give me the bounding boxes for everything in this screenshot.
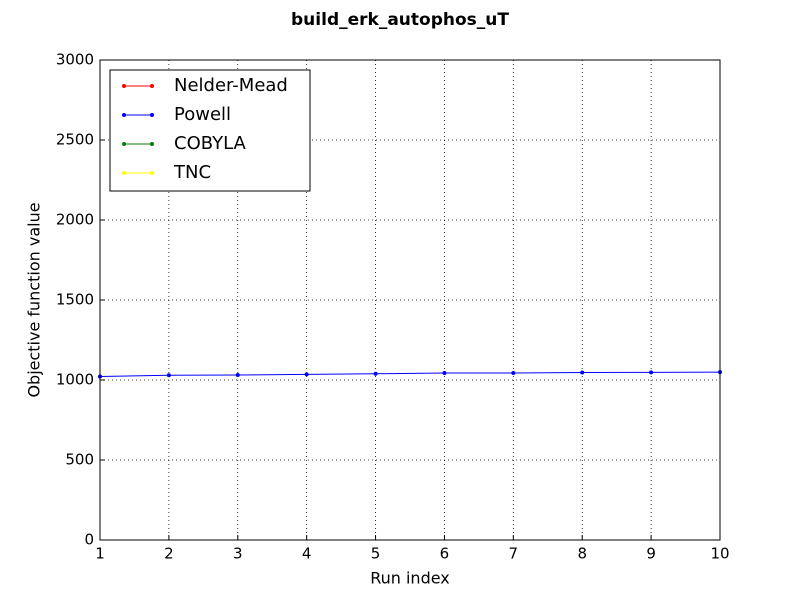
point xyxy=(649,370,654,375)
x-tick-label: 3 xyxy=(233,545,243,563)
legend-marker xyxy=(122,171,126,175)
x-tick-label: 4 xyxy=(302,545,312,563)
y-axis-label: Objective function value xyxy=(25,202,44,397)
point xyxy=(511,370,516,375)
legend-marker xyxy=(150,113,154,117)
y-tick-label: 3000 xyxy=(56,51,94,69)
y-tick-label: 1000 xyxy=(56,371,94,389)
point xyxy=(166,373,171,378)
x-tick-label: 2 xyxy=(164,545,174,563)
y-tick-label: 0 xyxy=(84,531,94,549)
x-tick-label: 7 xyxy=(509,545,519,563)
legend-marker xyxy=(122,113,126,117)
y-tick-label: 1500 xyxy=(56,291,94,309)
legend-marker xyxy=(122,84,126,88)
plot-frame xyxy=(99,59,721,541)
legend-label: Nelder-Mead xyxy=(174,75,288,96)
point xyxy=(373,371,378,376)
y-tick-label: 2500 xyxy=(56,131,94,149)
chart-title: build_erk_autophos_uT xyxy=(291,10,509,30)
legend-marker xyxy=(122,142,126,146)
legend-label: Powell xyxy=(174,104,231,125)
point xyxy=(580,370,585,375)
y-tick-label: 500 xyxy=(65,451,94,469)
x-tick-label: 10 xyxy=(710,545,729,563)
point xyxy=(442,370,447,375)
series-line xyxy=(99,371,721,377)
x-tick-label: 6 xyxy=(440,545,450,563)
legend-marker xyxy=(150,171,154,175)
x-tick-label: 9 xyxy=(646,545,656,563)
x-axis-label: Run index xyxy=(370,569,450,588)
legend-marker xyxy=(150,84,154,88)
legend-box xyxy=(109,69,311,192)
legend-marker xyxy=(150,142,154,146)
legend-label: COBYLA xyxy=(174,133,247,154)
y-tick-label: 2000 xyxy=(56,211,94,229)
x-tick-label: 8 xyxy=(577,545,587,563)
point xyxy=(235,373,240,378)
legend-label: TNC xyxy=(173,162,211,183)
x-tick-label: 5 xyxy=(371,545,381,563)
x-tick-label: 1 xyxy=(95,545,105,563)
point xyxy=(304,372,309,377)
